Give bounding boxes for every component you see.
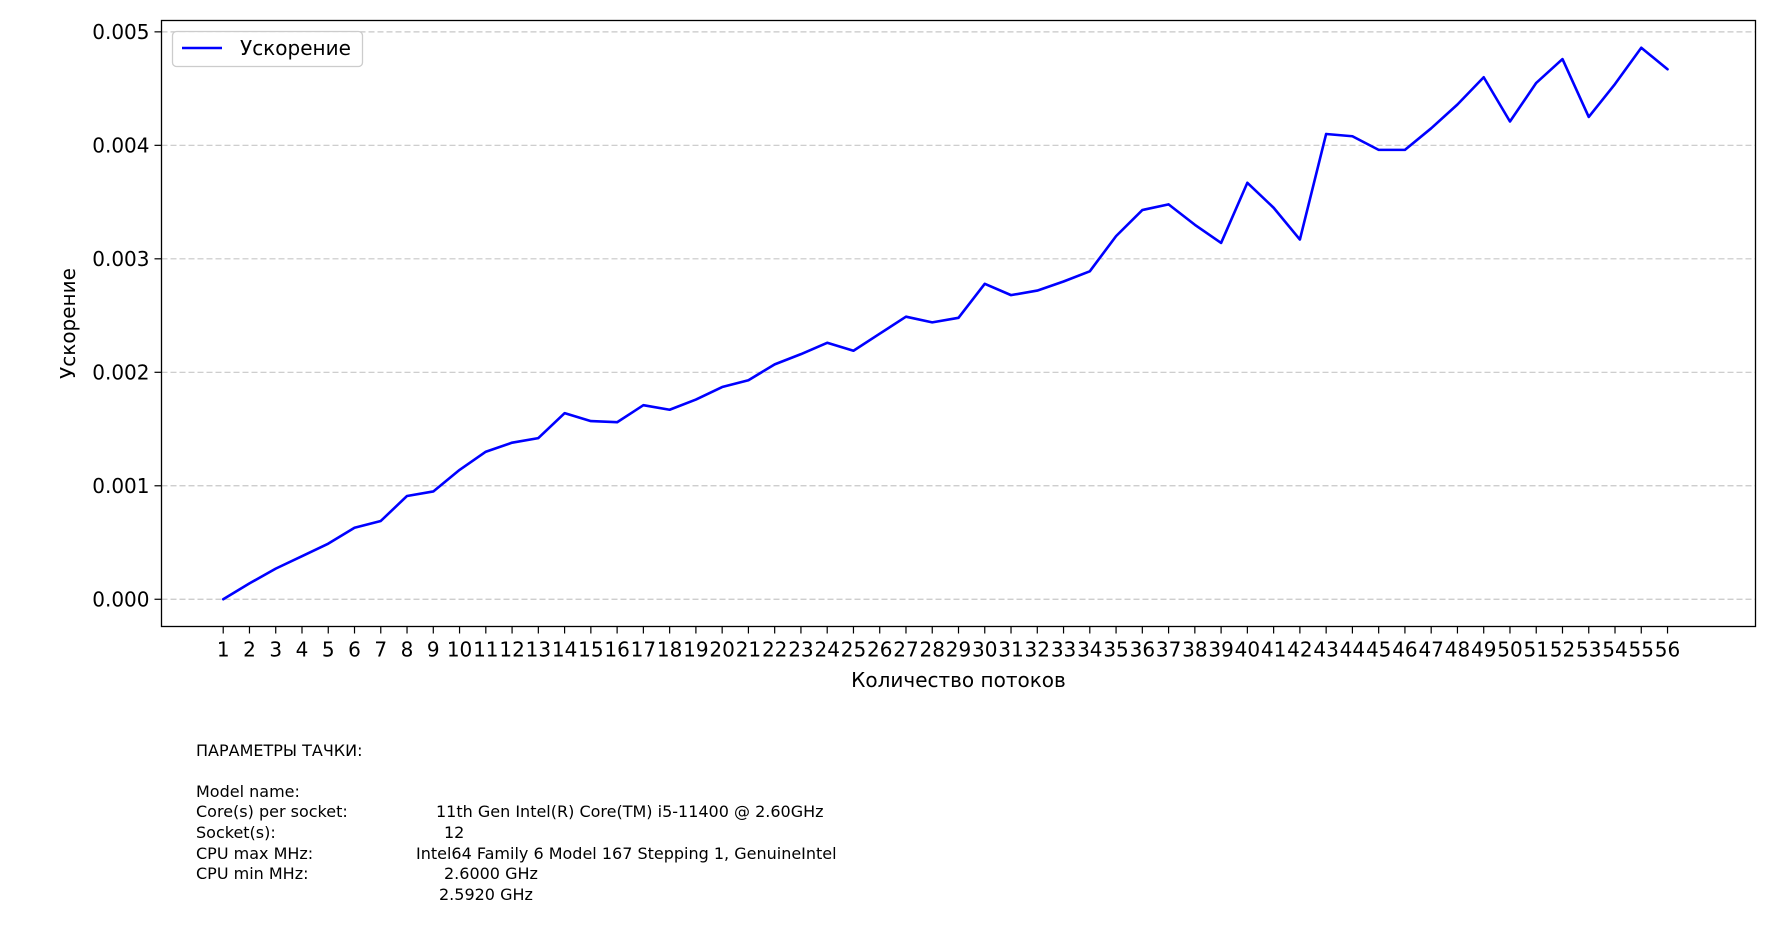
x-tick-label: 40 (1235, 638, 1260, 662)
x-tick-label: 2 (243, 638, 256, 662)
y-tick-label: 0.002 (92, 360, 149, 384)
y-axis-ticks: 0.000 0.001 0.002 0.003 0.004 0.005 (92, 20, 162, 611)
params-heading: ПАРАМЕТРЫ ТАЧКИ: (196, 740, 363, 760)
x-tick-label: 23 (788, 638, 813, 662)
param-value: 11th Gen Intel(R) Core(TM) i5-11400 @ 2.… (436, 802, 824, 822)
x-tick-label: 56 (1655, 638, 1680, 662)
x-tick-label: 1 (217, 638, 230, 662)
y-tick-label: 0.001 (92, 474, 149, 498)
x-tick-label: 6 (348, 638, 361, 662)
x-tick-label: 3 (269, 638, 282, 662)
x-tick-label: 12 (499, 638, 524, 662)
x-tick-label: 43 (1313, 638, 1338, 662)
x-tick-label: 32 (1025, 638, 1050, 662)
x-tick-label: 26 (867, 638, 892, 662)
x-axis-ticks: 1 2 3 4 5 6 7 8 9 10 11 12 13 14 15 16 17 18 19 20 21 22 23 24 2… (217, 626, 1680, 662)
param-row-cores: Core(s) per socket: 12 (196, 782, 464, 842)
x-tick-label: 44 (1340, 638, 1365, 662)
param-value: 2.5920 GHz (439, 884, 533, 904)
x-tick-label: 45 (1366, 638, 1391, 662)
x-tick-label: 16 (604, 638, 629, 662)
param-key: Model name: (196, 781, 300, 801)
x-tick-label: 52 (1550, 638, 1575, 662)
x-tick-label: 13 (526, 638, 551, 662)
x-tick-label: 25 (841, 638, 866, 662)
x-tick-label: 27 (893, 638, 918, 662)
param-row-cpu-min: CPU min MHz: 2.5920 GHz (196, 844, 533, 904)
y-tick-label: 0.004 (92, 133, 149, 157)
x-tick-label: 28 (920, 638, 945, 662)
x-tick-label: 34 (1077, 638, 1102, 662)
param-key: CPU min MHz: (196, 864, 309, 884)
param-row-cpu-max: CPU max MHz: 2.6000 GHz (196, 823, 538, 884)
x-tick-label: 22 (762, 638, 787, 662)
speedup-series-line (221, 46, 1669, 601)
legend: Ускорение (171, 30, 364, 68)
params-spacer (196, 741, 216, 762)
x-tick-label: 5 (322, 638, 335, 662)
param-value: 12 (444, 822, 465, 842)
y-axis-label: Ускорение (56, 268, 80, 379)
x-tick-label: 24 (814, 638, 839, 662)
x-tick-label: 38 (1182, 638, 1207, 662)
x-tick-label: 8 (401, 638, 414, 662)
x-tick-label: 20 (709, 638, 734, 662)
param-value: 2.6000 GHz (444, 864, 538, 884)
x-tick-label: 19 (683, 638, 708, 662)
param-key: Core(s) per socket: (196, 802, 348, 822)
plot-frame (160, 19, 1757, 628)
x-tick-label: 42 (1287, 638, 1312, 662)
x-tick-label: 29 (946, 638, 971, 662)
x-tick-label: 14 (552, 638, 577, 662)
legend-label: Ускорение (240, 36, 351, 60)
x-tick-label: 4 (296, 638, 309, 662)
param-row-sockets: Socket(s): Intel64 Family 6 Model 167 St… (196, 802, 837, 863)
x-tick-label: 10 (447, 638, 472, 662)
param-row-model-name: Model name: 11th Gen Intel(R) Core(TM) i… (196, 761, 824, 822)
x-tick-label: 17 (631, 638, 656, 662)
x-tick-label: 15 (578, 638, 603, 662)
x-tick-label: 39 (1208, 638, 1233, 662)
x-tick-label: 7 (374, 638, 387, 662)
x-axis-label: Количество потоков (851, 668, 1066, 692)
machine-parameters: ПАРАМЕТРЫ ТАЧКИ: Model name: 11th Gen In… (196, 720, 837, 904)
x-tick-label: 18 (657, 638, 682, 662)
y-tick-label: 0.005 (92, 20, 149, 44)
x-tick-label: 36 (1130, 638, 1155, 662)
x-tick-label: 11 (473, 638, 498, 662)
x-tick-label: 9 (427, 638, 440, 662)
x-tick-label: 31 (998, 638, 1023, 662)
param-key: CPU max MHz: (196, 843, 314, 863)
x-tick-label: 49 (1471, 638, 1496, 662)
y-tick-label: 0.003 (92, 247, 149, 271)
x-tick-label: 35 (1103, 638, 1128, 662)
x-tick-label: 33 (1051, 638, 1076, 662)
x-tick-label: 55 (1629, 638, 1654, 662)
y-tick-label: 0.000 (92, 587, 149, 611)
x-tick-label: 41 (1261, 638, 1286, 662)
x-tick-label: 53 (1576, 638, 1601, 662)
x-tick-label: 30 (972, 638, 997, 662)
x-tick-label: 54 (1602, 638, 1627, 662)
param-key: Socket(s): (196, 822, 276, 842)
x-tick-label: 48 (1445, 638, 1470, 662)
x-tick-label: 21 (736, 638, 761, 662)
x-tick-label: 46 (1392, 638, 1417, 662)
y-gridlines (161, 31, 1756, 600)
param-value: Intel64 Family 6 Model 167 Stepping 1, G… (416, 843, 837, 863)
legend-box (171, 30, 364, 68)
x-tick-label: 51 (1524, 638, 1549, 662)
x-tick-label: 50 (1497, 638, 1522, 662)
x-tick-label: 37 (1156, 638, 1181, 662)
x-tick-label: 47 (1418, 638, 1443, 662)
